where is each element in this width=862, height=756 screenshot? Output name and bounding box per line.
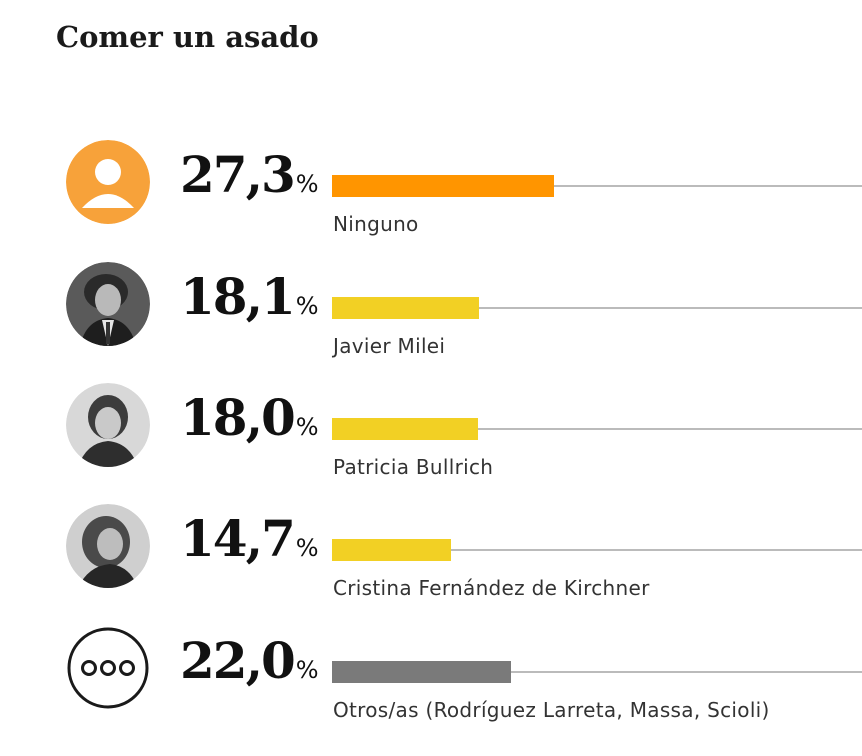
category-label: Cristina Fernández de Kirchner [333,576,650,600]
chart-row: 18,0% Patricia Bullrich [0,383,862,493]
chart-title: Comer un asado [56,20,319,54]
category-label: Ninguno [333,212,419,236]
value-label: 14,7% [180,509,319,568]
category-label: Patricia Bullrich [333,455,494,479]
bar-track [332,307,862,309]
javier-milei-photo [66,262,150,346]
category-label: Otros/as (Rodríguez Larreta, Massa, Scio… [333,698,770,722]
chart-row: 18,1% Javier Milei [0,262,862,372]
value-label: 27,3% [180,145,319,204]
bar [332,297,479,319]
person-placeholder-icon [66,140,150,224]
value-label: 18,1% [180,267,319,326]
category-label: Javier Milei [333,334,446,358]
bar [332,418,478,440]
value-label: 22,0% [180,631,319,690]
bar-track [332,428,862,430]
value-label: 18,0% [180,388,319,447]
bar [332,175,554,197]
cristina-kirchner-photo [66,504,150,588]
more-dots-icon [66,626,150,710]
chart-row: 22,0% Otros/as (Rodríguez Larreta, Massa… [0,626,862,736]
bar-track [332,549,862,551]
chart-row: 27,3% Ninguno [0,140,862,250]
bar-track [332,671,862,673]
chart-row: 14,7% Cristina Fernández de Kirchner [0,504,862,614]
patricia-bullrich-photo [66,383,150,467]
bar-track [332,185,862,187]
bar [332,661,511,683]
bar [332,539,451,561]
